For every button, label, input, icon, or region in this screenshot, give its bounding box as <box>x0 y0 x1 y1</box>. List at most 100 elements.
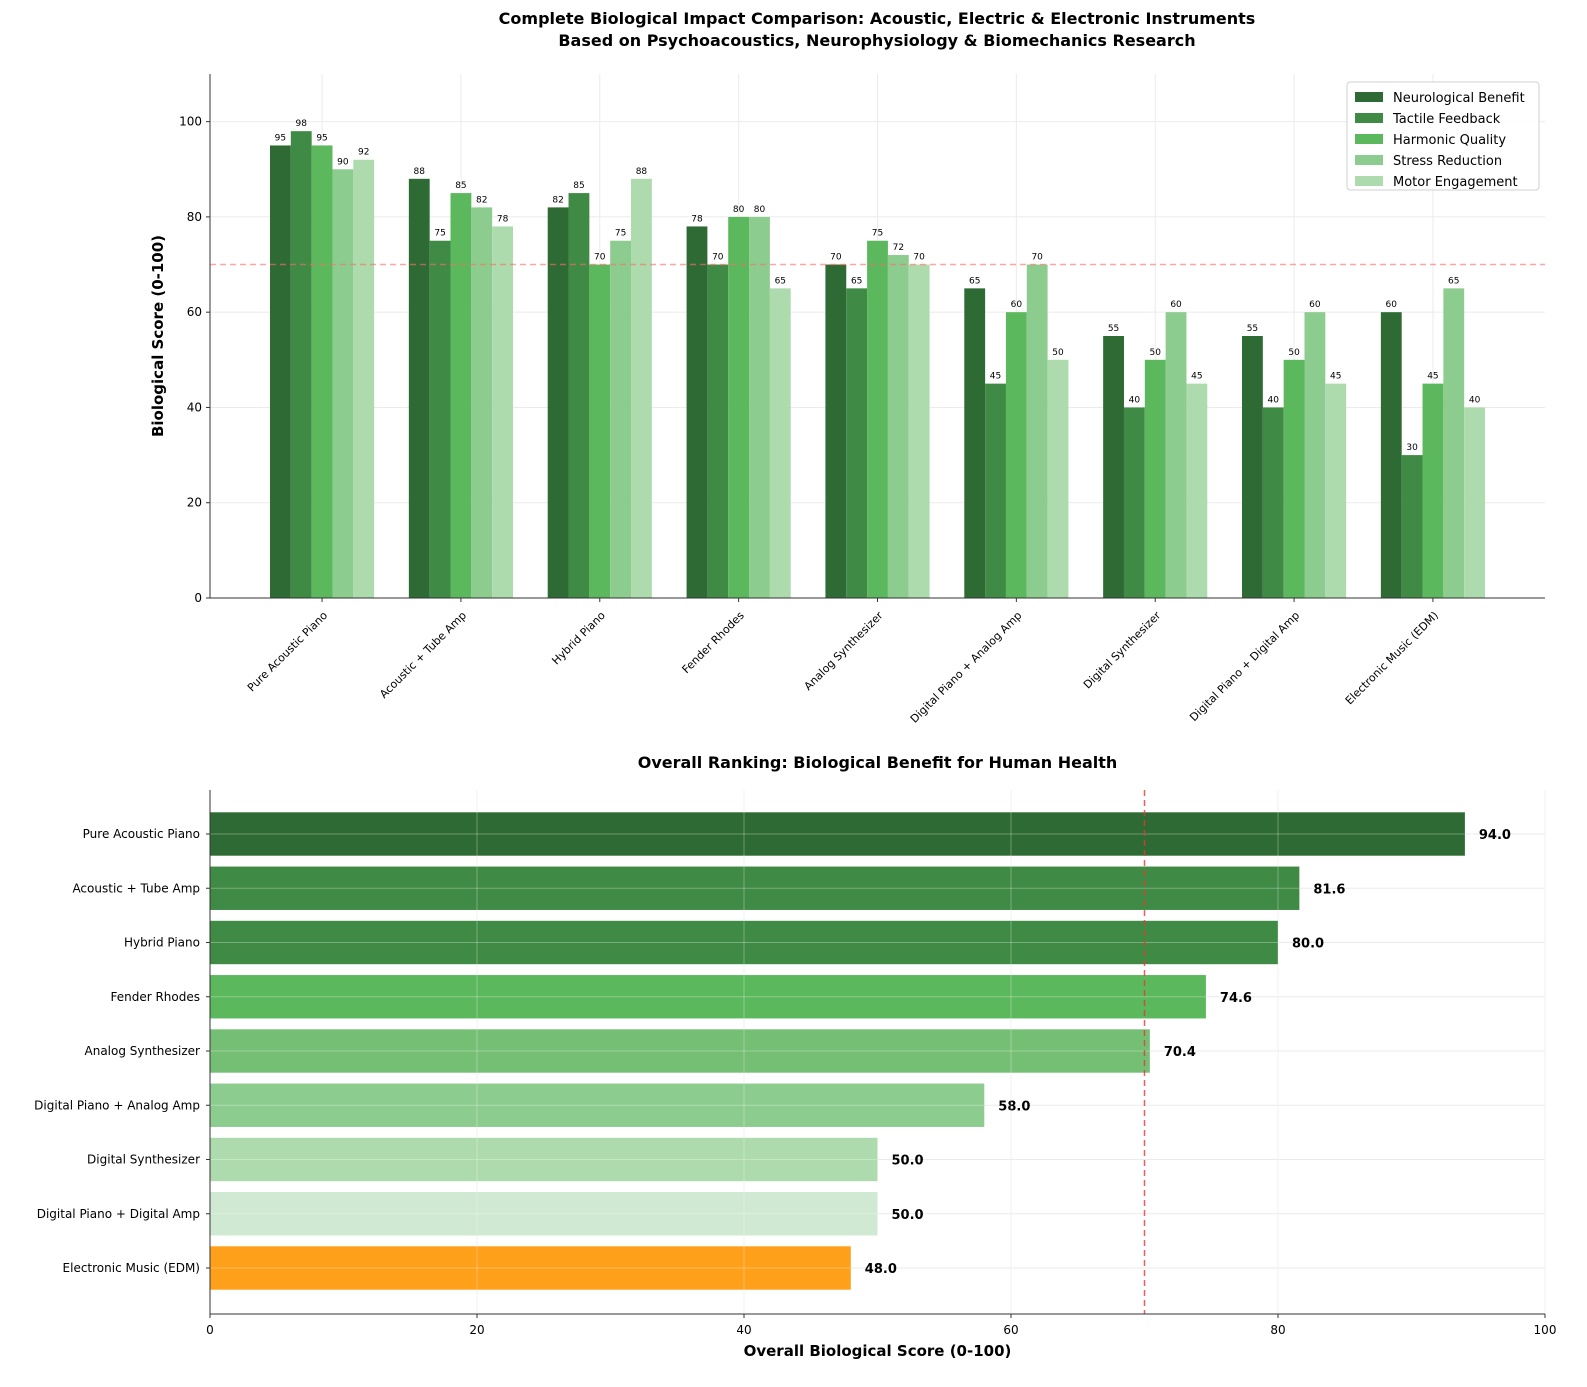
bar <box>1103 336 1124 598</box>
y-tick-label: 80 <box>187 210 202 224</box>
bar-value-label: 85 <box>573 181 584 191</box>
bar <box>1464 407 1486 598</box>
bar <box>867 240 888 598</box>
bar-value-label: 80.0 <box>1292 937 1324 952</box>
bar-value-label: 85 <box>455 181 466 191</box>
y-tick-label: Analog Synthesizer <box>85 1044 201 1058</box>
x-axis-label: Overall Biological Score (0-100) <box>744 1342 1012 1360</box>
bar-value-label: 55 <box>1108 324 1119 334</box>
bar-value-label: 60 <box>1170 300 1182 310</box>
bar-value-label: 94.0 <box>1479 828 1511 843</box>
bar <box>1005 312 1027 598</box>
legend: Neurological Benefit Tactile Feedback Harm… <box>1346 81 1540 191</box>
bar <box>1304 312 1326 598</box>
legend-label: Motor Engagement <box>1393 175 1518 190</box>
x-tick-label: 60 <box>1003 1323 1018 1337</box>
y-tick-label: 100 <box>179 115 202 129</box>
bar-value-label: 80 <box>754 205 766 215</box>
y-tick-label: 60 <box>187 305 202 319</box>
bar <box>429 240 451 598</box>
bar-value-label: 50 <box>1288 348 1300 358</box>
bar <box>210 975 1206 1019</box>
bar-value-label: 75 <box>434 229 445 239</box>
bar <box>631 178 652 599</box>
bar <box>408 178 430 599</box>
bar <box>1401 455 1423 598</box>
bar <box>1283 359 1305 598</box>
bar-value-label: 45 <box>990 372 1001 382</box>
bar-value-label: 40 <box>1268 395 1280 405</box>
bar <box>1242 336 1263 598</box>
bar-value-label: 70 <box>830 253 842 263</box>
bar <box>290 131 312 598</box>
y-tick-label: 40 <box>187 400 202 414</box>
bar-value-label: 58.0 <box>998 1099 1030 1114</box>
bar-value-label: 95 <box>275 133 286 143</box>
bar <box>749 216 770 598</box>
bar <box>210 1192 878 1236</box>
bar-value-label: 65 <box>775 276 786 286</box>
bar <box>846 288 868 598</box>
bar <box>825 264 847 598</box>
bar-value-label: 82 <box>476 195 487 205</box>
bar-value-label: 72 <box>893 243 904 253</box>
bar <box>210 1137 878 1182</box>
bar <box>311 145 333 599</box>
bar-value-label: 88 <box>636 167 648 177</box>
x-tick-label: Hybrid Piano <box>549 609 608 668</box>
legend-label: Tactile Feedback <box>1392 112 1501 127</box>
bar <box>210 866 1300 910</box>
x-tick-label: Digital Piano + Analog Amp <box>908 609 1025 726</box>
x-tick-label: Fender Rhodes <box>680 609 747 676</box>
y-tick-label: Acoustic + Tube Amp <box>72 881 200 895</box>
x-tick-label: 20 <box>469 1323 484 1337</box>
bar-value-label: 78 <box>497 214 509 224</box>
bar <box>589 264 611 598</box>
bar-value-label: 50.0 <box>892 1208 924 1223</box>
bar <box>1380 312 1402 598</box>
legend-swatch <box>1355 134 1383 144</box>
bar-value-label: 90 <box>337 157 349 167</box>
bar-value-label: 88 <box>414 167 426 177</box>
bar-value-label: 50 <box>1052 348 1064 358</box>
bar-value-label: 65 <box>851 276 862 286</box>
x-tick-label: Electronic Music (EDM) <box>1343 609 1441 707</box>
bar <box>492 226 513 598</box>
legend-label: Harmonic Quality <box>1393 133 1506 148</box>
bar <box>210 920 1278 965</box>
x-tick-label: 80 <box>1270 1323 1285 1337</box>
y-tick-label: Digital Piano + Digital Amp <box>37 1207 200 1221</box>
bar-value-label: 45 <box>1330 372 1341 382</box>
bar <box>1422 383 1444 598</box>
y-tick-label: Digital Piano + Analog Amp <box>34 1098 200 1112</box>
x-tick-label: Pure Acoustic Piano <box>245 609 330 694</box>
x-tick-label: 0 <box>206 1323 214 1337</box>
legend-swatch <box>1355 113 1383 123</box>
x-tick-label: Digital Synthesizer <box>1081 609 1164 692</box>
bar <box>769 288 791 598</box>
y-axis-label: Biological Score (0-100) <box>149 235 167 437</box>
chart-title: Based on Psychoacoustics, Neurophysiolog… <box>558 31 1195 50</box>
y-tick-label: Digital Synthesizer <box>87 1153 200 1167</box>
bar-value-label: 60 <box>1386 300 1398 310</box>
bar <box>332 169 354 599</box>
bar-value-label: 92 <box>358 148 369 158</box>
bar-value-label: 82 <box>552 195 563 205</box>
bar <box>353 159 375 598</box>
bottom-chart: 94.0 Pure Acoustic Piano 81.6 Acoustic + Tu… <box>34 753 1556 1360</box>
bar-value-label: 70 <box>712 253 724 263</box>
bar <box>471 207 493 598</box>
bar <box>1186 383 1208 598</box>
bar <box>1047 359 1069 598</box>
bar <box>1165 312 1187 598</box>
bar <box>610 240 632 598</box>
bar <box>450 193 472 598</box>
chart-title: Complete Biological Impact Comparison: A… <box>499 9 1256 28</box>
chart-title: Overall Ranking: Biological Benefit for … <box>638 753 1118 772</box>
bar-value-label: 95 <box>316 133 327 143</box>
y-tick-label: Pure Acoustic Piano <box>83 827 200 841</box>
bar <box>269 145 291 599</box>
bar-value-label: 98 <box>296 119 308 129</box>
